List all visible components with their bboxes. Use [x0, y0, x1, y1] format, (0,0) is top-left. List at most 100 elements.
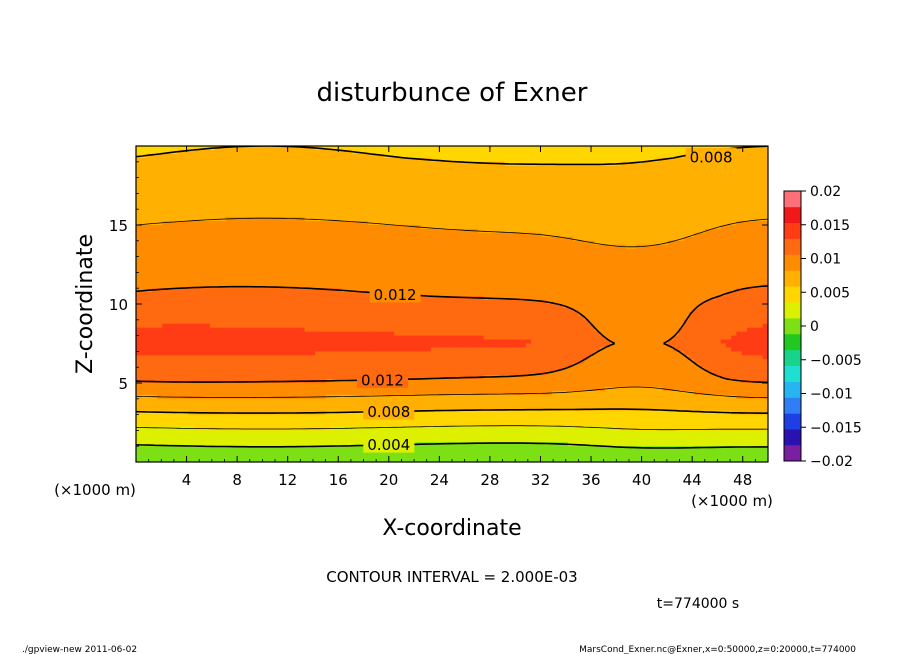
field-cell	[736, 284, 743, 289]
field-cell	[541, 146, 548, 151]
field-cell	[172, 284, 179, 289]
field-cell	[694, 185, 701, 191]
field-cell	[746, 300, 753, 305]
field-cell	[278, 181, 285, 187]
field-cell	[351, 217, 358, 222]
field-cell	[299, 157, 306, 163]
field-cell	[762, 236, 768, 242]
field-cell	[604, 236, 611, 242]
field-cell	[209, 185, 216, 191]
field-cell	[351, 213, 358, 218]
field-cell	[652, 221, 658, 226]
field-cell	[641, 197, 648, 202]
field-cell	[288, 213, 295, 218]
field-cell	[499, 264, 506, 270]
field-cell	[504, 307, 511, 313]
field-cell	[746, 177, 753, 183]
field-cell	[520, 149, 527, 155]
field-cell	[646, 213, 653, 218]
field-cell	[394, 201, 400, 206]
field-cell	[520, 307, 527, 313]
field-cell	[594, 252, 601, 258]
field-cell	[636, 153, 643, 159]
field-cell	[594, 244, 601, 250]
field-cell	[504, 256, 511, 262]
field-cell	[657, 197, 664, 202]
field-cell	[731, 300, 737, 305]
field-cell	[346, 193, 353, 198]
field-cell	[457, 173, 464, 179]
field-cell	[299, 161, 306, 167]
field-cell	[193, 153, 200, 159]
field-cell	[262, 153, 269, 159]
field-cell	[215, 256, 221, 262]
field-cell	[452, 181, 458, 187]
field-cell	[478, 284, 485, 289]
field-cell	[215, 193, 221, 198]
field-cell	[394, 185, 400, 191]
field-cell	[262, 300, 269, 305]
field-cell	[220, 268, 227, 273]
field-cell	[667, 232, 674, 238]
field-cell	[378, 173, 385, 179]
field-cell	[325, 189, 332, 194]
field-cell	[757, 300, 764, 305]
field-cell	[736, 217, 743, 222]
field-cell	[415, 304, 421, 309]
field-cell	[394, 276, 400, 281]
field-cell	[346, 256, 353, 262]
field-cell	[557, 217, 564, 222]
field-cell	[262, 307, 269, 313]
field-cell	[357, 292, 364, 297]
field-cell	[209, 181, 216, 187]
field-cell	[504, 177, 511, 183]
field-cell	[746, 205, 753, 210]
field-cell	[736, 276, 743, 281]
field-cell	[336, 284, 342, 289]
field-cell	[204, 217, 211, 222]
field-cell	[689, 244, 695, 250]
field-cell	[251, 288, 258, 293]
field-cell	[199, 268, 206, 273]
field-cell	[394, 181, 400, 187]
field-cell	[204, 225, 211, 230]
field-cell	[636, 236, 643, 242]
field-cell	[304, 201, 311, 206]
field-cell	[488, 181, 495, 187]
field-cell	[662, 146, 669, 151]
field-cell	[752, 256, 759, 262]
field-cell	[341, 236, 348, 242]
field-cell	[515, 284, 522, 289]
field-cell	[146, 268, 153, 273]
field-cell	[415, 193, 421, 198]
field-cell	[462, 272, 469, 277]
field-cell	[257, 157, 263, 163]
field-cell	[594, 197, 601, 202]
field-cell	[520, 205, 527, 210]
field-cell	[483, 300, 490, 305]
field-cell	[357, 307, 364, 313]
field-cell	[236, 256, 242, 262]
field-cell	[715, 217, 722, 222]
field-cell	[383, 304, 390, 309]
field-cell	[525, 181, 532, 187]
field-cell	[283, 292, 290, 297]
field-cell	[278, 260, 285, 266]
field-cell	[741, 260, 748, 266]
field-cell	[678, 205, 685, 210]
field-cell	[383, 307, 390, 313]
field-cell	[136, 193, 142, 198]
field-cell	[467, 181, 474, 187]
field-cell	[167, 296, 174, 301]
field-cell	[746, 304, 753, 309]
field-cell	[488, 228, 495, 234]
field-cell	[546, 264, 553, 270]
field-cell	[620, 225, 627, 230]
field-cell	[752, 288, 759, 293]
field-cell	[578, 205, 585, 210]
field-cell	[141, 240, 148, 246]
field-cell	[746, 153, 753, 159]
field-cell	[262, 161, 269, 167]
field-cell	[641, 165, 648, 171]
field-cell	[193, 197, 200, 202]
